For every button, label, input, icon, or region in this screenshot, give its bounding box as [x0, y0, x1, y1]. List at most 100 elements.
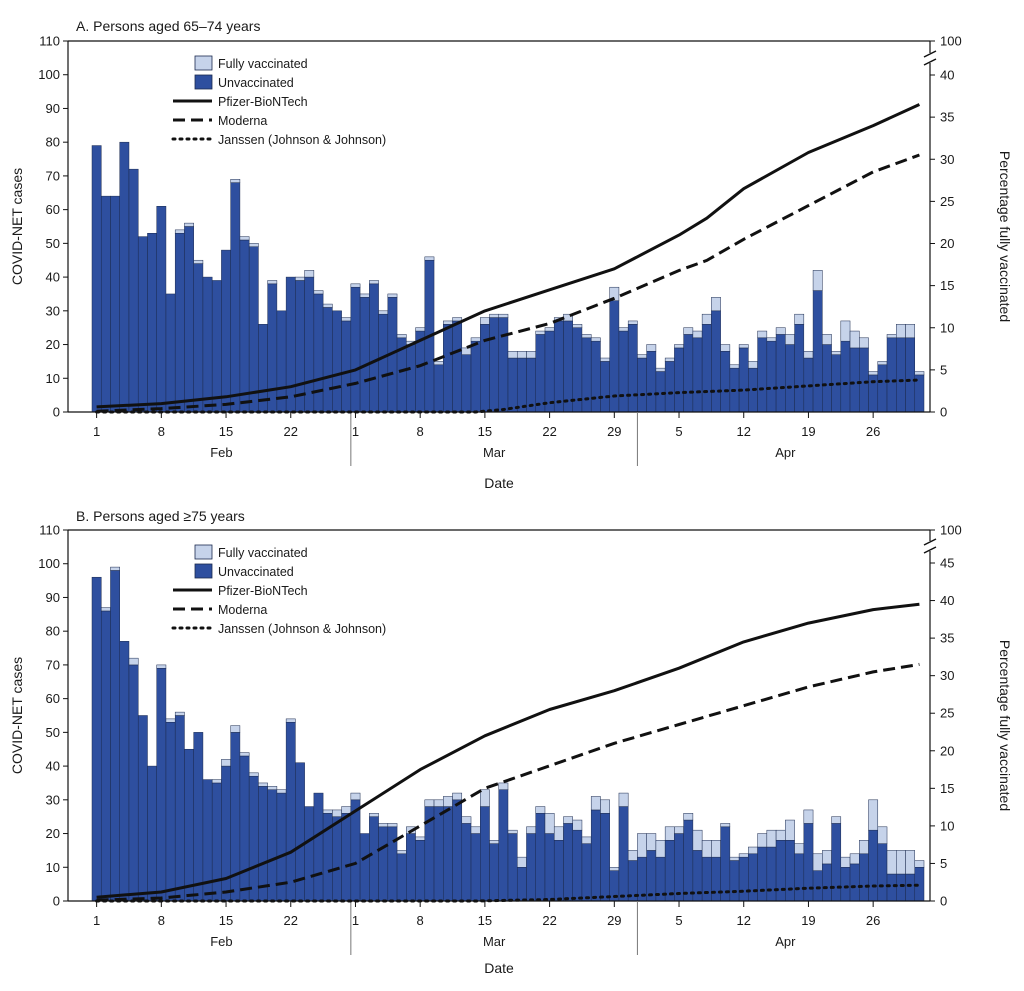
y-axis-label: COVID-NET cases — [9, 657, 25, 774]
bar-fully-vaccinated — [341, 317, 352, 322]
bar-fully-vaccinated — [831, 351, 842, 355]
y2-tick-label: 35 — [940, 631, 954, 646]
bar-fully-vaccinated — [859, 840, 869, 855]
y-tick-label: 110 — [39, 523, 60, 538]
bar-fully-vaccinated — [674, 344, 684, 349]
y-tick-label: 20 — [46, 337, 60, 352]
bar-fully-vaccinated — [914, 860, 925, 868]
bar-fully-vaccinated — [627, 320, 638, 325]
bar-fully-vaccinated — [480, 789, 490, 807]
bar-unvaccinated — [729, 860, 740, 902]
bar-unvaccinated — [775, 840, 786, 902]
legend-label-moderna: Moderna — [218, 603, 267, 617]
bar-fully-vaccinated — [526, 826, 536, 834]
month-label: Feb — [210, 445, 232, 460]
bar-fully-vaccinated — [470, 826, 481, 834]
bar-fully-vaccinated — [757, 833, 768, 848]
x-tick-label: 26 — [866, 424, 880, 439]
y-tick-label: 40 — [46, 270, 60, 285]
y2-tick-label: 40 — [940, 68, 954, 83]
bar-fully-vaccinated — [822, 850, 832, 865]
bar-fully-vaccinated — [600, 799, 610, 814]
bar-fully-vaccinated — [729, 364, 740, 369]
bar-fully-vaccinated — [738, 344, 749, 349]
x-tick-label: 1 — [352, 913, 359, 928]
bar-fully-vaccinated — [258, 782, 268, 787]
bar-unvaccinated — [553, 320, 564, 413]
legend-label-pfizer: Pfizer-BioNTech — [218, 584, 308, 598]
bar-fully-vaccinated — [664, 357, 675, 362]
legend-label-unvaccinated: Unvaccinated — [218, 565, 294, 579]
legend-label-fully-vaccinated: Fully vaccinated — [218, 57, 308, 71]
legend: Fully vaccinated Unvaccinated Pfizer-BioNT… — [171, 544, 386, 636]
bar-unvaccinated — [849, 347, 860, 413]
bar-unvaccinated — [896, 873, 906, 902]
bar-unvaccinated — [332, 816, 342, 902]
bar-fully-vaccinated — [507, 351, 518, 359]
bar-unvaccinated — [387, 826, 398, 902]
bar-fully-vaccinated — [424, 799, 435, 807]
bar-unvaccinated — [100, 610, 111, 902]
y2-tick-label: 20 — [940, 743, 954, 758]
bar-fully-vaccinated — [849, 330, 860, 349]
axis-break-mark — [923, 546, 937, 554]
bar-unvaccinated — [627, 324, 638, 413]
bar-unvaccinated — [165, 721, 176, 902]
bar-fully-vaccinated — [174, 711, 185, 716]
bar-fully-vaccinated — [424, 256, 435, 261]
bar-fully-vaccinated — [461, 816, 472, 824]
bar-unvaccinated — [396, 853, 407, 902]
bar-unvaccinated — [794, 324, 805, 413]
bar-unvaccinated — [359, 297, 370, 413]
bar-unvaccinated — [877, 364, 888, 413]
bar-fully-vaccinated — [184, 222, 194, 227]
bar-fully-vaccinated — [100, 607, 111, 612]
bar-unvaccinated — [378, 313, 389, 413]
bar-unvaccinated — [720, 826, 731, 902]
bar-fully-vaccinated — [572, 819, 583, 831]
bar-fully-vaccinated — [664, 826, 675, 841]
month-label: Feb — [210, 934, 232, 949]
bar-unvaccinated — [516, 867, 527, 902]
y2-tick-label: 40 — [940, 593, 954, 608]
y-tick-label: 50 — [46, 236, 60, 251]
bar-unvaccinated — [156, 668, 167, 902]
y2-tick-label: 30 — [940, 152, 954, 167]
bar-unvaccinated — [443, 324, 453, 413]
bar-fully-vaccinated — [267, 786, 278, 790]
bar-fully-vaccinated — [526, 351, 536, 359]
bar-fully-vaccinated — [757, 330, 768, 339]
bar-unvaccinated — [674, 347, 684, 413]
x-axis-label: Date — [484, 960, 514, 976]
bar-unvaccinated — [193, 732, 204, 902]
bar-unvaccinated — [701, 856, 712, 902]
y2-axis-label: Percentage fully vaccinated — [997, 640, 1013, 811]
line-moderna — [96, 662, 920, 902]
bar-fully-vaccinated — [285, 718, 296, 723]
legend-swatch-fully-vaccinated — [194, 55, 213, 71]
x-tick-label: 1 — [93, 424, 100, 439]
bar-unvaccinated — [350, 286, 361, 413]
bar-fully-vaccinated — [803, 351, 814, 359]
y2-tick-label: 30 — [940, 668, 954, 683]
bar-unvaccinated — [378, 826, 389, 902]
bar-unvaccinated — [461, 823, 472, 902]
bar-unvaccinated — [369, 283, 379, 413]
y-tick-label: 90 — [46, 590, 60, 605]
y2-tick-label: 45 — [940, 556, 954, 571]
bar-unvaccinated — [757, 846, 768, 902]
bar-unvaccinated — [211, 782, 222, 902]
y-tick-label: 70 — [46, 168, 60, 183]
x-tick-label: 12 — [736, 913, 750, 928]
bar-fully-vaccinated — [590, 796, 601, 811]
y-tick-label: 30 — [46, 303, 60, 318]
bar-fully-vaccinated — [433, 361, 444, 366]
x-tick-label: 15 — [219, 424, 233, 439]
bar-unvaccinated — [489, 317, 500, 413]
bar-unvaccinated — [239, 239, 250, 413]
bar-unvaccinated — [507, 833, 518, 902]
bar-fully-vaccinated — [590, 337, 601, 342]
bar-fully-vaccinated — [498, 782, 509, 790]
bar-fully-vaccinated — [239, 752, 250, 757]
